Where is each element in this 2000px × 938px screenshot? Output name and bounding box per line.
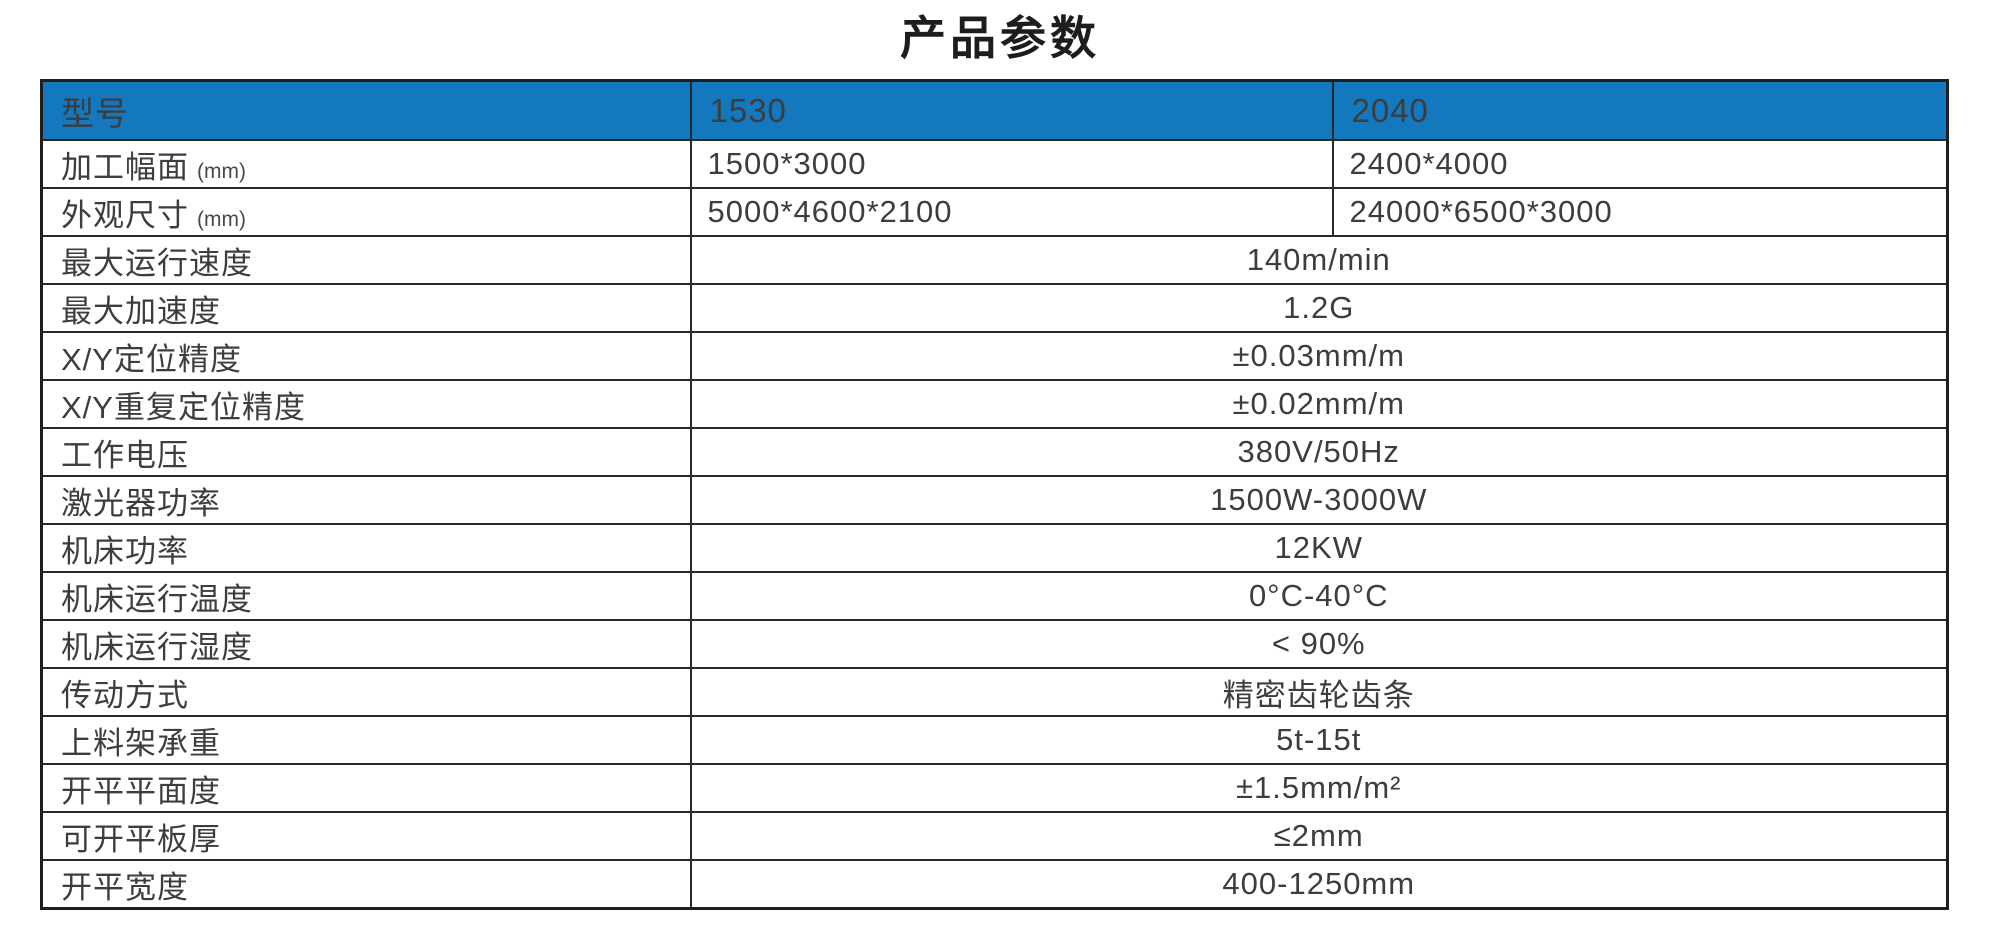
row-label: 可开平板厚 xyxy=(40,811,692,861)
row-label-text: 外观尺寸 xyxy=(61,197,189,233)
table-row-leveling-plate-thickness: 可开平板厚 ≤2mm xyxy=(40,811,1949,861)
table-row-operating-temperature: 机床运行温度 0°C-40°C xyxy=(40,571,1949,621)
row-label: 机床运行温度 xyxy=(40,571,692,621)
row-label-text: 加工幅面 xyxy=(61,149,189,185)
row-value: 精密齿轮齿条 xyxy=(689,667,1949,717)
table-row-operating-humidity: 机床运行湿度 < 90% xyxy=(40,619,1949,669)
row-value: 1500W-3000W xyxy=(689,475,1949,525)
row-value: 380V/50Hz xyxy=(689,427,1949,477)
row-label: 最大加速度 xyxy=(40,283,692,333)
row-value: 1.2G xyxy=(689,283,1949,333)
table-row-transmission-mode: 传动方式 精密齿轮齿条 xyxy=(40,667,1949,717)
row-label: 外观尺寸 (mm) xyxy=(40,187,692,237)
row-value-2040: 2400*4000 xyxy=(1331,139,1949,189)
row-value: ±0.02mm/m xyxy=(689,379,1949,429)
table-row-laser-power: 激光器功率 1500W-3000W xyxy=(40,475,1949,525)
row-label: 加工幅面 (mm) xyxy=(40,139,692,189)
row-label: X/Y重复定位精度 xyxy=(40,379,692,429)
row-value-1530: 5000*4600*2100 xyxy=(689,187,1334,237)
row-label: 最大运行速度 xyxy=(40,235,692,285)
header-cell-model-2040: 2040 xyxy=(1331,79,1949,141)
row-label: 开平宽度 xyxy=(40,859,692,910)
row-label: 开平平面度 xyxy=(40,763,692,813)
row-value: ±1.5mm/m² xyxy=(689,763,1949,813)
table-row-leveling-width: 开平宽度 400-1250mm xyxy=(40,859,1949,910)
table-row-max-speed: 最大运行速度 140m/min xyxy=(40,235,1949,285)
table-row-machine-power: 机床功率 12KW xyxy=(40,523,1949,573)
table-row-working-area: 加工幅面 (mm) 1500*3000 2400*4000 xyxy=(40,139,1949,189)
header-row: 型号 1530 2040 xyxy=(40,79,1949,141)
table-row-loading-rack-capacity: 上料架承重 5t-15t xyxy=(40,715,1949,765)
row-value: ±0.03mm/m xyxy=(689,331,1949,381)
row-value: 0°C-40°C xyxy=(689,571,1949,621)
row-value: 12KW xyxy=(689,523,1949,573)
table-row-leveling-flatness: 开平平面度 ±1.5mm/m² xyxy=(40,763,1949,813)
row-value: ≤2mm xyxy=(689,811,1949,861)
row-value: 5t-15t xyxy=(689,715,1949,765)
table-row-xy-repeat-accuracy: X/Y重复定位精度 ±0.02mm/m xyxy=(40,379,1949,429)
table-row-working-voltage: 工作电压 380V/50Hz xyxy=(40,427,1949,477)
row-value-1530: 1500*3000 xyxy=(689,139,1334,189)
table-row-xy-positioning-accuracy: X/Y定位精度 ±0.03mm/m xyxy=(40,331,1949,381)
row-label: 工作电压 xyxy=(40,427,692,477)
row-value: 140m/min xyxy=(689,235,1949,285)
row-unit: (mm) xyxy=(197,207,246,231)
table-row-max-acceleration: 最大加速度 1.2G xyxy=(40,283,1949,333)
row-unit: (mm) xyxy=(197,159,246,183)
page-title: 产品参数 xyxy=(900,12,1100,64)
row-label: 机床运行湿度 xyxy=(40,619,692,669)
row-value-2040: 24000*6500*3000 xyxy=(1331,187,1949,237)
table-row-overall-dimensions: 外观尺寸 (mm) 5000*4600*2100 24000*6500*3000 xyxy=(40,187,1949,237)
row-value: 400-1250mm xyxy=(689,859,1949,910)
header-cell-model: 型号 xyxy=(40,79,692,141)
table-body: 加工幅面 (mm) 1500*3000 2400*4000 外观尺寸 (mm) 50… xyxy=(40,139,1949,910)
table-header: 型号 1530 2040 xyxy=(40,79,1949,141)
row-label: 激光器功率 xyxy=(40,475,692,525)
row-label: X/Y定位精度 xyxy=(40,331,692,381)
product-parameters-table: 型号 1530 2040 加工幅面 (mm) 1500*3000 2400*400… xyxy=(40,79,1949,910)
row-label: 机床功率 xyxy=(40,523,692,573)
row-label: 上料架承重 xyxy=(40,715,692,765)
row-label: 传动方式 xyxy=(40,667,692,717)
row-value: < 90% xyxy=(689,619,1949,669)
header-cell-model-1530: 1530 xyxy=(689,79,1334,141)
